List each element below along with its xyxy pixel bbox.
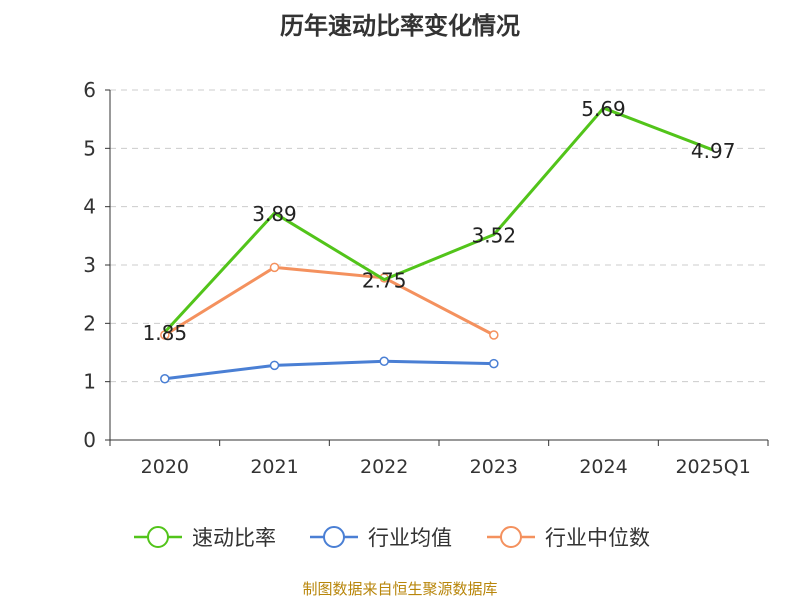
x-tick-label: 2023 [470, 456, 518, 478]
y-tick-label: 3 [83, 253, 96, 277]
legend-label: 行业均值 [368, 526, 452, 550]
legend-label: 速动比率 [192, 526, 276, 550]
axes: 0 1 2 3 4 5 6 2020 2021 2022 2023 2024 2025Q1 [83, 78, 769, 478]
series-line-0 [163, 106, 714, 334]
legend-marker [500, 526, 522, 548]
data-point [269, 360, 280, 371]
data-labels: 1.85 3.89 2.75 3.52 5.69 4.97 [143, 97, 736, 345]
x-tick-label: 2020 [141, 456, 189, 478]
legend-item[interactable]: 行业均值 [310, 526, 452, 550]
y-tick-label: 4 [83, 195, 96, 219]
x-tick-label: 2022 [360, 456, 408, 478]
legend[interactable]: 速动比率 行业均值 行业中位数 [134, 526, 650, 550]
series-line-2 [164, 265, 495, 337]
data-label: 3.89 [252, 202, 297, 226]
legend-item[interactable]: 行业中位数 [487, 526, 650, 550]
data-label: 2.75 [362, 269, 407, 293]
legend-label: 行业中位数 [545, 526, 650, 550]
data-point [489, 358, 499, 369]
legend-marker [323, 526, 345, 548]
data-point [160, 374, 170, 384]
series-group [160, 106, 714, 384]
y-tick-label: 2 [83, 311, 96, 335]
data-point [269, 262, 280, 273]
y-tick-label: 1 [83, 370, 96, 394]
y-tick-label: 0 [83, 428, 96, 452]
x-tick-label: 2024 [579, 456, 627, 478]
legend-marker [147, 526, 169, 548]
x-tick-label: 2021 [250, 456, 298, 478]
y-tick-label: 6 [83, 78, 96, 102]
legend-item[interactable]: 速动比率 [134, 526, 276, 550]
data-point [379, 356, 389, 366]
source-note: 制图数据来自恒生聚源数据库 [302, 580, 498, 598]
series-line-1 [164, 359, 494, 381]
x-tick-label: 2025Q1 [675, 456, 750, 478]
chart-title: 历年速动比率变化情况 [280, 12, 520, 40]
data-label: 3.52 [472, 224, 517, 248]
data-label: 4.97 [691, 139, 736, 163]
data-label: 5.69 [581, 97, 626, 121]
data-point [489, 330, 499, 340]
y-tick-label: 5 [83, 136, 96, 160]
data-label: 1.85 [143, 321, 188, 345]
